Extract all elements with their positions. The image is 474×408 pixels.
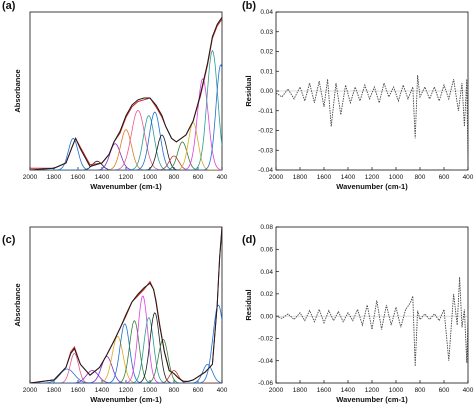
spectrum-line — [30, 17, 222, 170]
x-tick-label: 800 — [415, 174, 426, 181]
panel-label: (a) — [2, 0, 16, 12]
x-tick-label: 600 — [439, 174, 450, 181]
x-tick-label: 600 — [193, 387, 204, 394]
y-axis-label: Residual — [244, 289, 253, 320]
x-tick-label: 800 — [169, 174, 180, 181]
y-tick-label: -0.04 — [258, 167, 273, 174]
x-tick-label: 1200 — [119, 387, 134, 394]
x-tick-label: 1400 — [95, 387, 110, 394]
peak-component-line — [30, 317, 222, 383]
residual-line — [276, 75, 468, 167]
x-tick-label: 1800 — [47, 387, 62, 394]
plot-frame — [29, 11, 223, 171]
y-tick-label: 0.06 — [260, 246, 273, 253]
y-tick-label: 0.03 — [260, 29, 273, 36]
x-tick-label: 400 — [217, 174, 228, 181]
x-tick-label: 800 — [169, 387, 180, 394]
x-tick-label: 2000 — [269, 174, 284, 181]
x-tick-label: 1800 — [293, 387, 308, 394]
x-tick-label: 1600 — [317, 387, 332, 394]
x-tick-label: 1800 — [47, 174, 62, 181]
y-tick-label: 0.04 — [260, 9, 273, 16]
y-axis-label: Residual — [244, 75, 253, 106]
y-tick-label: 0.04 — [260, 269, 273, 276]
x-tick-label: 1000 — [389, 174, 404, 181]
peak-component-line — [30, 129, 222, 170]
y-tick-label: 0.01 — [260, 68, 273, 75]
y-tick-label: 0.00 — [260, 88, 273, 95]
chart-panel-2: (c) 2000 1800 1600 1400 1200 1000 800 600 400 Wave… — [2, 226, 228, 404]
x-tick-label: 600 — [193, 174, 204, 181]
plot-frame — [275, 226, 469, 384]
y-axis-label: Absorbance — [13, 283, 22, 326]
x-axis-label: Wavenumber (cm-1) — [90, 395, 162, 404]
x-tick-label: 400 — [463, 174, 474, 181]
x-axis-label: Wavenumber (cm-1) — [336, 182, 408, 191]
y-tick-label: 0.02 — [260, 291, 273, 298]
peak-component-line — [30, 323, 222, 383]
x-tick-label: 1000 — [389, 387, 404, 394]
peak-component-line — [30, 115, 222, 170]
y-axis-label: Absorbance — [13, 69, 22, 112]
x-tick-label: 1600 — [317, 174, 332, 181]
plot-frame — [29, 226, 223, 384]
x-tick-label: 2000 — [23, 174, 38, 181]
peak-component-line — [30, 312, 222, 383]
y-tick-label: -0.04 — [258, 358, 273, 365]
y-tick-label: 0.00 — [260, 313, 273, 320]
plot-area — [30, 227, 222, 383]
y-tick-label: 0.02 — [260, 49, 273, 56]
spectrum-line — [30, 227, 222, 383]
panel-label: (c) — [2, 234, 16, 246]
x-tick-label: 2000 — [23, 387, 38, 394]
x-tick-label: 1400 — [341, 174, 356, 181]
peak-component-line — [30, 122, 222, 170]
x-tick-label: 400 — [217, 387, 228, 394]
panel-label: (b) — [242, 0, 256, 12]
x-tick-label: 1400 — [341, 387, 356, 394]
plot-area — [30, 17, 222, 170]
x-tick-label: 1200 — [365, 174, 380, 181]
x-tick-label: 1600 — [71, 174, 86, 181]
spectrum-line — [30, 227, 222, 383]
plot-area — [276, 277, 468, 367]
x-tick-label: 400 — [463, 387, 474, 394]
x-tick-label: 600 — [439, 387, 450, 394]
chart-panel-1: (b) 2000 1800 1600 1400 1200 1000 800 600 400 -0.0… — [242, 0, 474, 191]
x-axis-label: Wavenumber (cm-1) — [336, 395, 408, 404]
x-axis-label: Wavenumber (cm-1) — [90, 182, 162, 191]
y-tick-label: 0.08 — [260, 224, 273, 231]
plot-area — [276, 75, 468, 167]
y-tick-label: -0.01 — [258, 108, 273, 115]
spectrum-line — [30, 18, 222, 169]
x-tick-label: 800 — [415, 387, 426, 394]
y-tick-label: -0.06 — [258, 380, 273, 387]
peak-component-line — [30, 110, 222, 170]
chart-panel-3: (d) 2000 1800 1600 1400 1200 1000 800 600 400 -0.0… — [242, 224, 474, 404]
x-tick-label: 1600 — [71, 387, 86, 394]
y-tick-label: -0.03 — [258, 147, 273, 154]
x-tick-label: 1000 — [143, 174, 158, 181]
peak-component-line — [30, 78, 222, 170]
x-tick-label: 1200 — [119, 174, 134, 181]
peak-component-line — [30, 143, 222, 170]
panel-label: (d) — [242, 234, 256, 246]
peak-component-line — [30, 141, 222, 170]
x-tick-label: 1800 — [293, 174, 308, 181]
x-tick-label: 2000 — [269, 387, 284, 394]
residual-line — [276, 277, 468, 367]
x-tick-label: 1200 — [365, 387, 380, 394]
peak-component-line — [30, 137, 222, 170]
y-tick-label: -0.02 — [258, 336, 273, 343]
peak-component-line — [30, 320, 222, 383]
x-tick-label: 1400 — [95, 174, 110, 181]
chart-panel-0: (a) 2000 1800 1600 1400 1200 1000 800 600 400 Wave… — [2, 0, 228, 191]
y-tick-label: -0.02 — [258, 128, 273, 135]
x-tick-label: 1000 — [143, 387, 158, 394]
